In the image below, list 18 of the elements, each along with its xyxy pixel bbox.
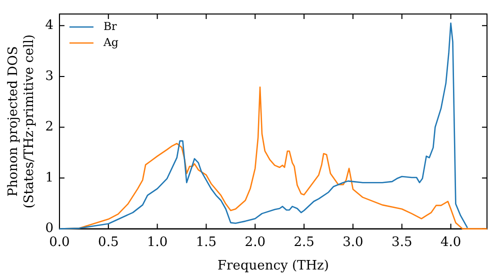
y-tick-label: 1 — [45, 170, 54, 186]
legend-label: Ag — [102, 36, 118, 49]
x-tick-label: 1.0 — [146, 234, 168, 250]
x-axis-title: Frequency (THz) — [218, 258, 329, 274]
x-tick-label: 0.5 — [98, 234, 119, 250]
x-tick-label: 3.0 — [342, 234, 364, 250]
y-tick-label: 4 — [45, 18, 54, 34]
x-tick-label: 4.0 — [440, 234, 462, 250]
y-tick-label: 0 — [45, 221, 54, 236]
x-tick-label: 2.5 — [294, 234, 314, 250]
y-tick-label: 3 — [45, 68, 54, 84]
legend-label: Br — [103, 20, 118, 33]
x-tick-label: 0.0 — [49, 234, 70, 250]
y-tick-label: 2 — [45, 120, 54, 135]
y-axis-title: Phonon projected DOS (States/THz·primitive cell) — [6, 34, 37, 208]
x-tick-label: 3.5 — [392, 234, 412, 250]
x-tick-label: 2.0 — [244, 234, 266, 250]
x-tick-label: 1.5 — [196, 234, 217, 250]
